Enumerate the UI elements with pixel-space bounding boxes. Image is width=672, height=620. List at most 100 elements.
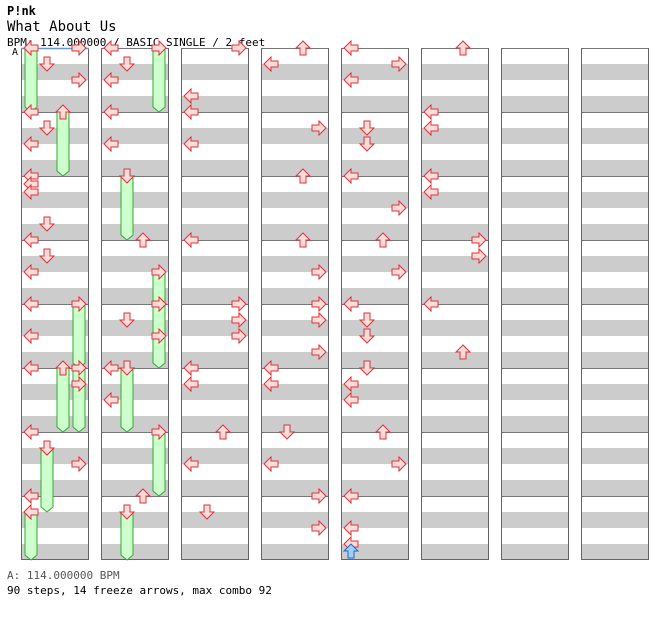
beat-row bbox=[501, 64, 569, 80]
beat-row bbox=[101, 160, 169, 176]
beat-row bbox=[261, 496, 329, 512]
beat-row bbox=[101, 64, 169, 80]
beat-row bbox=[261, 80, 329, 96]
beat-row bbox=[101, 224, 169, 240]
beat-row bbox=[421, 192, 489, 208]
beat-row bbox=[341, 528, 409, 544]
beat-row bbox=[341, 144, 409, 160]
beat-row bbox=[341, 176, 409, 192]
step-up-arrow bbox=[454, 40, 472, 56]
beat-row bbox=[21, 192, 89, 208]
beat-row bbox=[501, 48, 569, 64]
step-right-arrow bbox=[311, 343, 327, 361]
step-left-arrow bbox=[103, 135, 119, 153]
beat-row bbox=[261, 416, 329, 432]
beat-row bbox=[181, 192, 249, 208]
beat-row bbox=[581, 544, 649, 560]
beat-row bbox=[101, 416, 169, 432]
beat-row bbox=[101, 368, 169, 384]
beat-row bbox=[101, 400, 169, 416]
beat-row bbox=[101, 320, 169, 336]
beat-row bbox=[341, 384, 409, 400]
freeze-head-right-arrow bbox=[71, 359, 87, 377]
beat-row bbox=[501, 384, 569, 400]
freeze-head-down-arrow bbox=[118, 168, 136, 184]
beat-row bbox=[181, 400, 249, 416]
freeze-body bbox=[56, 111, 70, 177]
step-up-arrow bbox=[294, 168, 312, 184]
beat-row bbox=[501, 304, 569, 320]
beat-row bbox=[21, 432, 89, 448]
beat-row bbox=[101, 96, 169, 112]
step-down-arrow bbox=[358, 360, 376, 376]
beat-row bbox=[181, 352, 249, 368]
beat-row bbox=[581, 416, 649, 432]
beat-row bbox=[341, 448, 409, 464]
beat-row bbox=[181, 480, 249, 496]
freeze-body bbox=[120, 175, 134, 241]
beat-row bbox=[21, 208, 89, 224]
beat-row bbox=[21, 64, 89, 80]
song-title: What About Us bbox=[7, 19, 117, 35]
step-left-arrow bbox=[183, 231, 199, 249]
beat-row bbox=[501, 448, 569, 464]
beat-row bbox=[341, 464, 409, 480]
beat-row bbox=[261, 48, 329, 64]
beat-row bbox=[421, 272, 489, 288]
step-left-arrow bbox=[423, 167, 439, 185]
beat-row bbox=[261, 256, 329, 272]
beat-row bbox=[21, 96, 89, 112]
step-right-arrow bbox=[231, 327, 247, 345]
beat-row bbox=[261, 336, 329, 352]
beat-row bbox=[21, 48, 89, 64]
beat-row bbox=[501, 400, 569, 416]
beat-row bbox=[501, 512, 569, 528]
beat-row bbox=[261, 208, 329, 224]
step-left-arrow bbox=[103, 359, 119, 377]
beat-row bbox=[181, 272, 249, 288]
beat-row bbox=[261, 464, 329, 480]
beat-row bbox=[581, 304, 649, 320]
beat-row bbox=[501, 320, 569, 336]
step-up-arrow bbox=[294, 232, 312, 248]
beat-row bbox=[501, 496, 569, 512]
beat-row bbox=[581, 80, 649, 96]
beat-row bbox=[101, 528, 169, 544]
beat-row bbox=[261, 272, 329, 288]
step-left-arrow bbox=[423, 119, 439, 137]
beat-row bbox=[101, 256, 169, 272]
beat-row bbox=[501, 144, 569, 160]
beat-row bbox=[421, 480, 489, 496]
beat-row bbox=[421, 64, 489, 80]
step-right-arrow bbox=[311, 263, 327, 281]
step-left-arrow bbox=[263, 455, 279, 473]
beat-row bbox=[21, 288, 89, 304]
step-left-arrow bbox=[183, 375, 199, 393]
step-right-arrow bbox=[391, 263, 407, 281]
beat-row bbox=[101, 432, 169, 448]
beat-row bbox=[21, 224, 89, 240]
beat-row bbox=[341, 80, 409, 96]
beat-row bbox=[181, 432, 249, 448]
beat-row bbox=[181, 304, 249, 320]
step-left-arrow bbox=[103, 39, 119, 57]
beat-row bbox=[581, 512, 649, 528]
step-left-arrow bbox=[343, 391, 359, 409]
step-left-arrow bbox=[343, 487, 359, 505]
beat-row bbox=[181, 64, 249, 80]
step-right-arrow bbox=[391, 55, 407, 73]
beat-row bbox=[341, 272, 409, 288]
freeze-body bbox=[24, 47, 38, 113]
beat-row bbox=[341, 480, 409, 496]
beat-row bbox=[341, 96, 409, 112]
beat-row bbox=[21, 544, 89, 560]
step-down-arrow bbox=[278, 424, 296, 440]
beat-row bbox=[501, 368, 569, 384]
beat-row bbox=[341, 208, 409, 224]
step-up-arrow bbox=[454, 344, 472, 360]
beat-row bbox=[101, 240, 169, 256]
beat-row bbox=[21, 528, 89, 544]
beat-row bbox=[101, 272, 169, 288]
step-right-arrow bbox=[311, 311, 327, 329]
